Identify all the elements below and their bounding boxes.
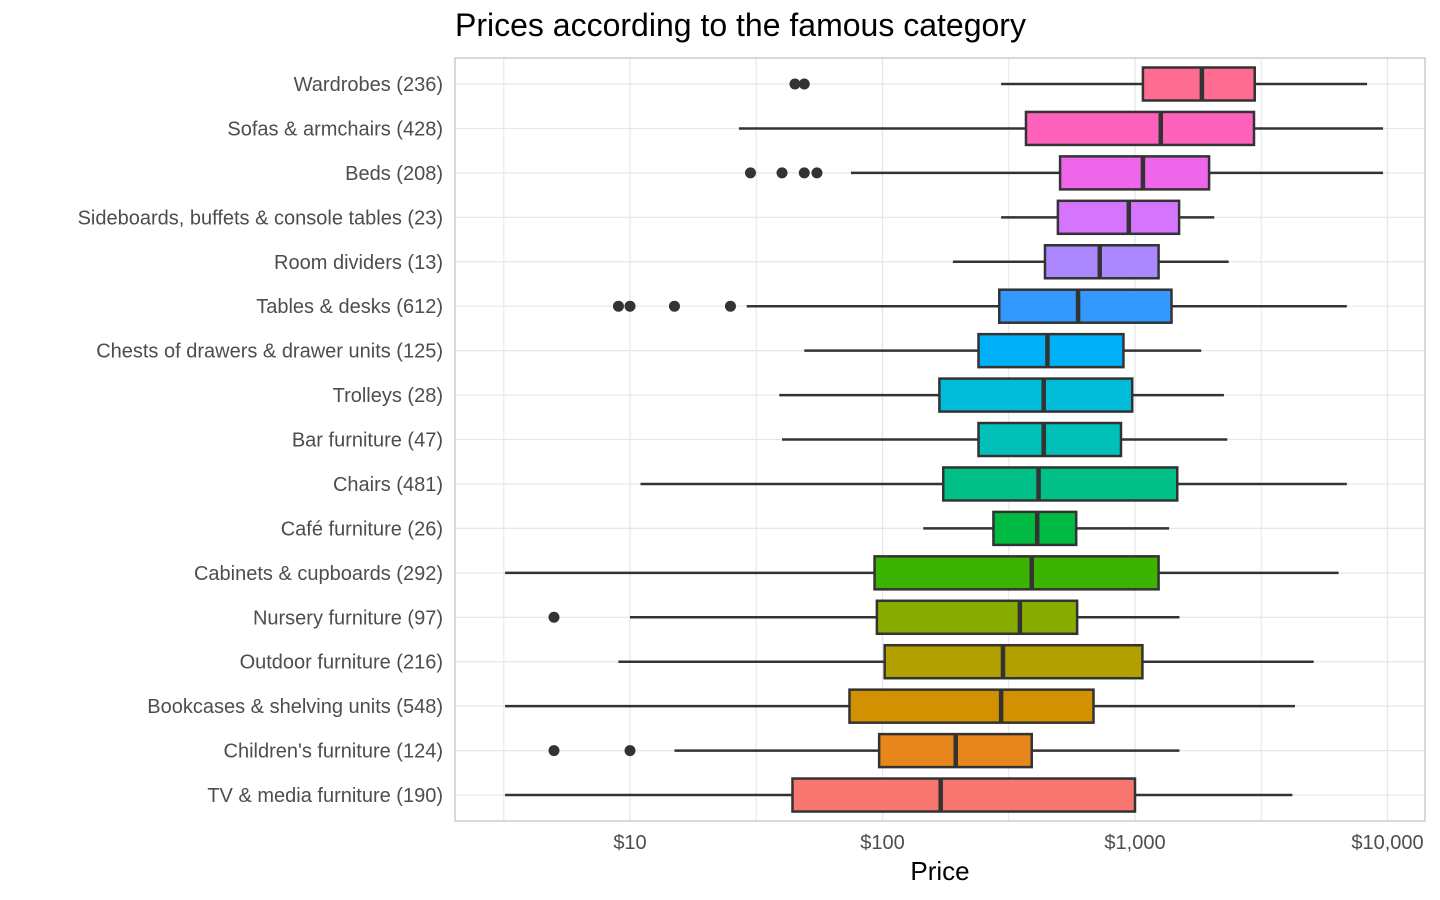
iqr-box — [1056, 199, 1181, 236]
x-tick-label: $1,000 — [1104, 832, 1165, 854]
outlier-point — [624, 745, 636, 757]
outlier-point — [548, 745, 560, 757]
category-label: Sideboards, buffets & console tables (23… — [78, 207, 443, 229]
category-label: Bookcases & shelving units (548) — [147, 696, 443, 718]
iqr-box — [1058, 155, 1211, 191]
box-11 — [505, 555, 1339, 591]
iqr-box — [791, 777, 1137, 813]
category-labels: Wardrobes (236) Sofas & armchairs (428) Be… — [78, 74, 443, 807]
category-label: Beds (208) — [345, 163, 443, 185]
iqr-box — [1141, 66, 1256, 102]
category-label: Chests of drawers & drawer units (125) — [96, 341, 443, 363]
category-label: Cabinets & cupboards (292) — [194, 563, 443, 585]
category-label: Wardrobes (236) — [294, 74, 443, 96]
category-label: Tables & desks (612) — [256, 296, 443, 318]
outlier-point — [789, 78, 801, 90]
iqr-box — [1024, 110, 1256, 147]
outlier-point — [624, 300, 636, 312]
box-15 — [548, 732, 1180, 769]
box-8 — [782, 421, 1228, 458]
iqr-box — [873, 555, 1160, 591]
x-axis-title: Price — [910, 856, 969, 886]
outlier-point — [776, 167, 788, 179]
outlier-point — [612, 300, 624, 312]
outlier-point — [811, 167, 823, 179]
box-2 — [744, 155, 1384, 191]
box-6 — [804, 332, 1202, 369]
box-9 — [640, 466, 1347, 502]
x-tick-labels: $10 $100 $1,000 $10,000 — [613, 832, 1423, 854]
category-label: Room dividers (13) — [274, 252, 443, 274]
category-label: Chairs (481) — [333, 474, 443, 496]
iqr-box — [992, 510, 1078, 547]
x-tick-label: $10 — [613, 832, 646, 854]
outlier-point — [798, 78, 810, 90]
box-12 — [548, 599, 1180, 636]
iqr-box — [848, 688, 1095, 724]
outlier-point — [724, 300, 736, 312]
iqr-box — [875, 599, 1079, 636]
box-3 — [1001, 199, 1215, 236]
iqr-box — [883, 643, 1144, 680]
category-label: Bar furniture (47) — [292, 430, 443, 452]
x-tick-label: $100 — [860, 832, 905, 854]
iqr-box — [938, 377, 1134, 413]
box-1 — [738, 110, 1384, 147]
iqr-box — [977, 332, 1125, 369]
box-5 — [612, 288, 1347, 324]
iqr-box — [941, 466, 1179, 502]
box-13 — [618, 643, 1314, 680]
category-label: Nursery furniture (97) — [253, 607, 443, 629]
x-tick-label: $10,000 — [1351, 832, 1423, 854]
iqr-box — [998, 288, 1173, 324]
outlier-point — [798, 167, 810, 179]
category-label: Outdoor furniture (216) — [240, 652, 443, 674]
category-label: Trolleys (28) — [333, 385, 443, 407]
box-series — [505, 66, 1384, 813]
box-7 — [779, 377, 1224, 413]
panel-border — [454, 57, 1426, 822]
chart-title: Prices according to the famous category — [455, 7, 1026, 43]
box-4 — [952, 244, 1229, 280]
category-label: Sofas & armchairs (428) — [227, 118, 443, 140]
box-10 — [923, 510, 1170, 547]
category-label: Café furniture (26) — [281, 518, 443, 540]
outlier-point — [668, 300, 680, 312]
iqr-box — [977, 421, 1123, 458]
box-14 — [505, 688, 1295, 724]
outlier-point — [744, 167, 756, 179]
box-0 — [789, 66, 1368, 102]
category-label: Children's furniture (124) — [224, 741, 443, 763]
category-label: TV & media furniture (190) — [207, 785, 443, 807]
box-16 — [505, 777, 1293, 813]
outlier-point — [548, 611, 560, 623]
